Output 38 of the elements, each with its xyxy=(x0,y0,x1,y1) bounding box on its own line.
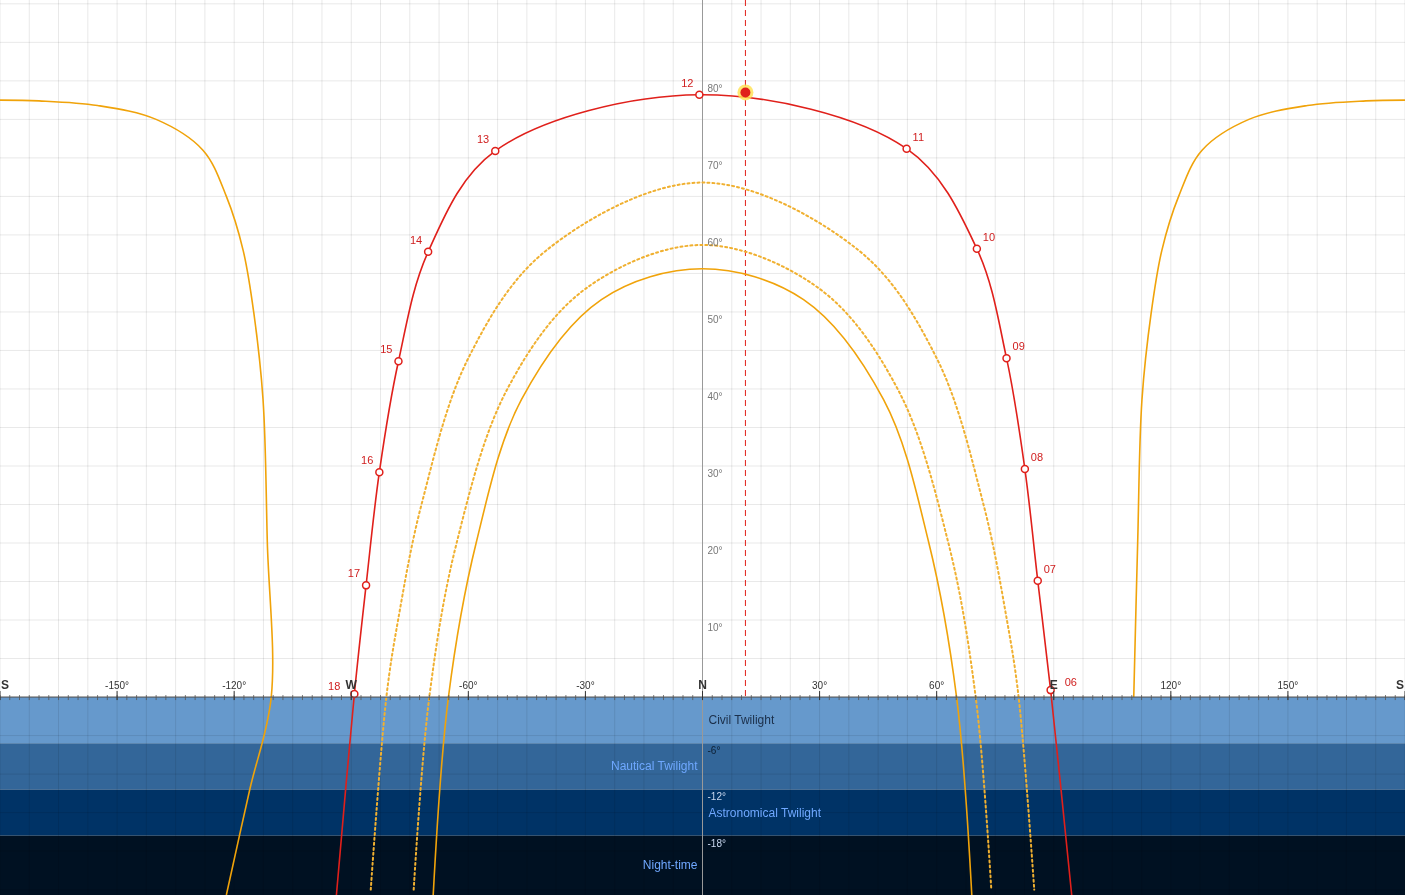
annotation: 18 xyxy=(328,679,341,692)
band-label: Civil Twilight xyxy=(708,713,775,728)
y-tick-label: -12° xyxy=(707,791,726,803)
x-tick-label: -30° xyxy=(576,680,595,692)
y-tick-label: 80° xyxy=(707,82,723,94)
x-tick-label: S xyxy=(1395,678,1405,693)
annotation: 06 xyxy=(1064,676,1077,689)
annotation: 08 xyxy=(1030,451,1044,464)
annotation: 09 xyxy=(1012,340,1025,353)
annotation: 14 xyxy=(409,233,423,246)
annotation: 10 xyxy=(982,230,996,243)
band-label: Astronomical Twilight xyxy=(708,805,822,820)
annotation: 16 xyxy=(361,454,374,467)
annotation: 17 xyxy=(347,567,361,580)
y-tick-label: 10° xyxy=(707,622,723,634)
band-label: Night-time xyxy=(642,858,698,873)
y-tick-label: 30° xyxy=(707,467,723,479)
annotation: 07 xyxy=(1043,562,1056,575)
annotation: 11 xyxy=(912,130,925,143)
x-tick-label: 30° xyxy=(812,680,828,692)
annotation: 12 xyxy=(681,76,694,89)
y-tick-label: -18° xyxy=(707,837,726,849)
x-tick-label: N xyxy=(698,678,707,693)
y-tick-label: -6° xyxy=(707,745,721,757)
y-tick-label: 70° xyxy=(707,159,723,171)
band-label: Nautical Twilight xyxy=(611,759,699,774)
x-tick-label: 150° xyxy=(1277,680,1299,692)
annotation: 15 xyxy=(380,343,393,356)
annotation: 13 xyxy=(477,132,490,145)
x-tick-label: 60° xyxy=(929,680,945,692)
x-tick-label: -120° xyxy=(222,680,247,692)
y-tick-label: 20° xyxy=(707,545,723,557)
x-tick-label: 120° xyxy=(1160,680,1182,692)
x-tick-label: S xyxy=(0,678,10,693)
y-tick-label: 40° xyxy=(707,390,723,402)
y-tick-label: 50° xyxy=(707,313,723,325)
x-tick-label: -150° xyxy=(105,680,130,692)
x-tick-label: -60° xyxy=(459,680,478,692)
